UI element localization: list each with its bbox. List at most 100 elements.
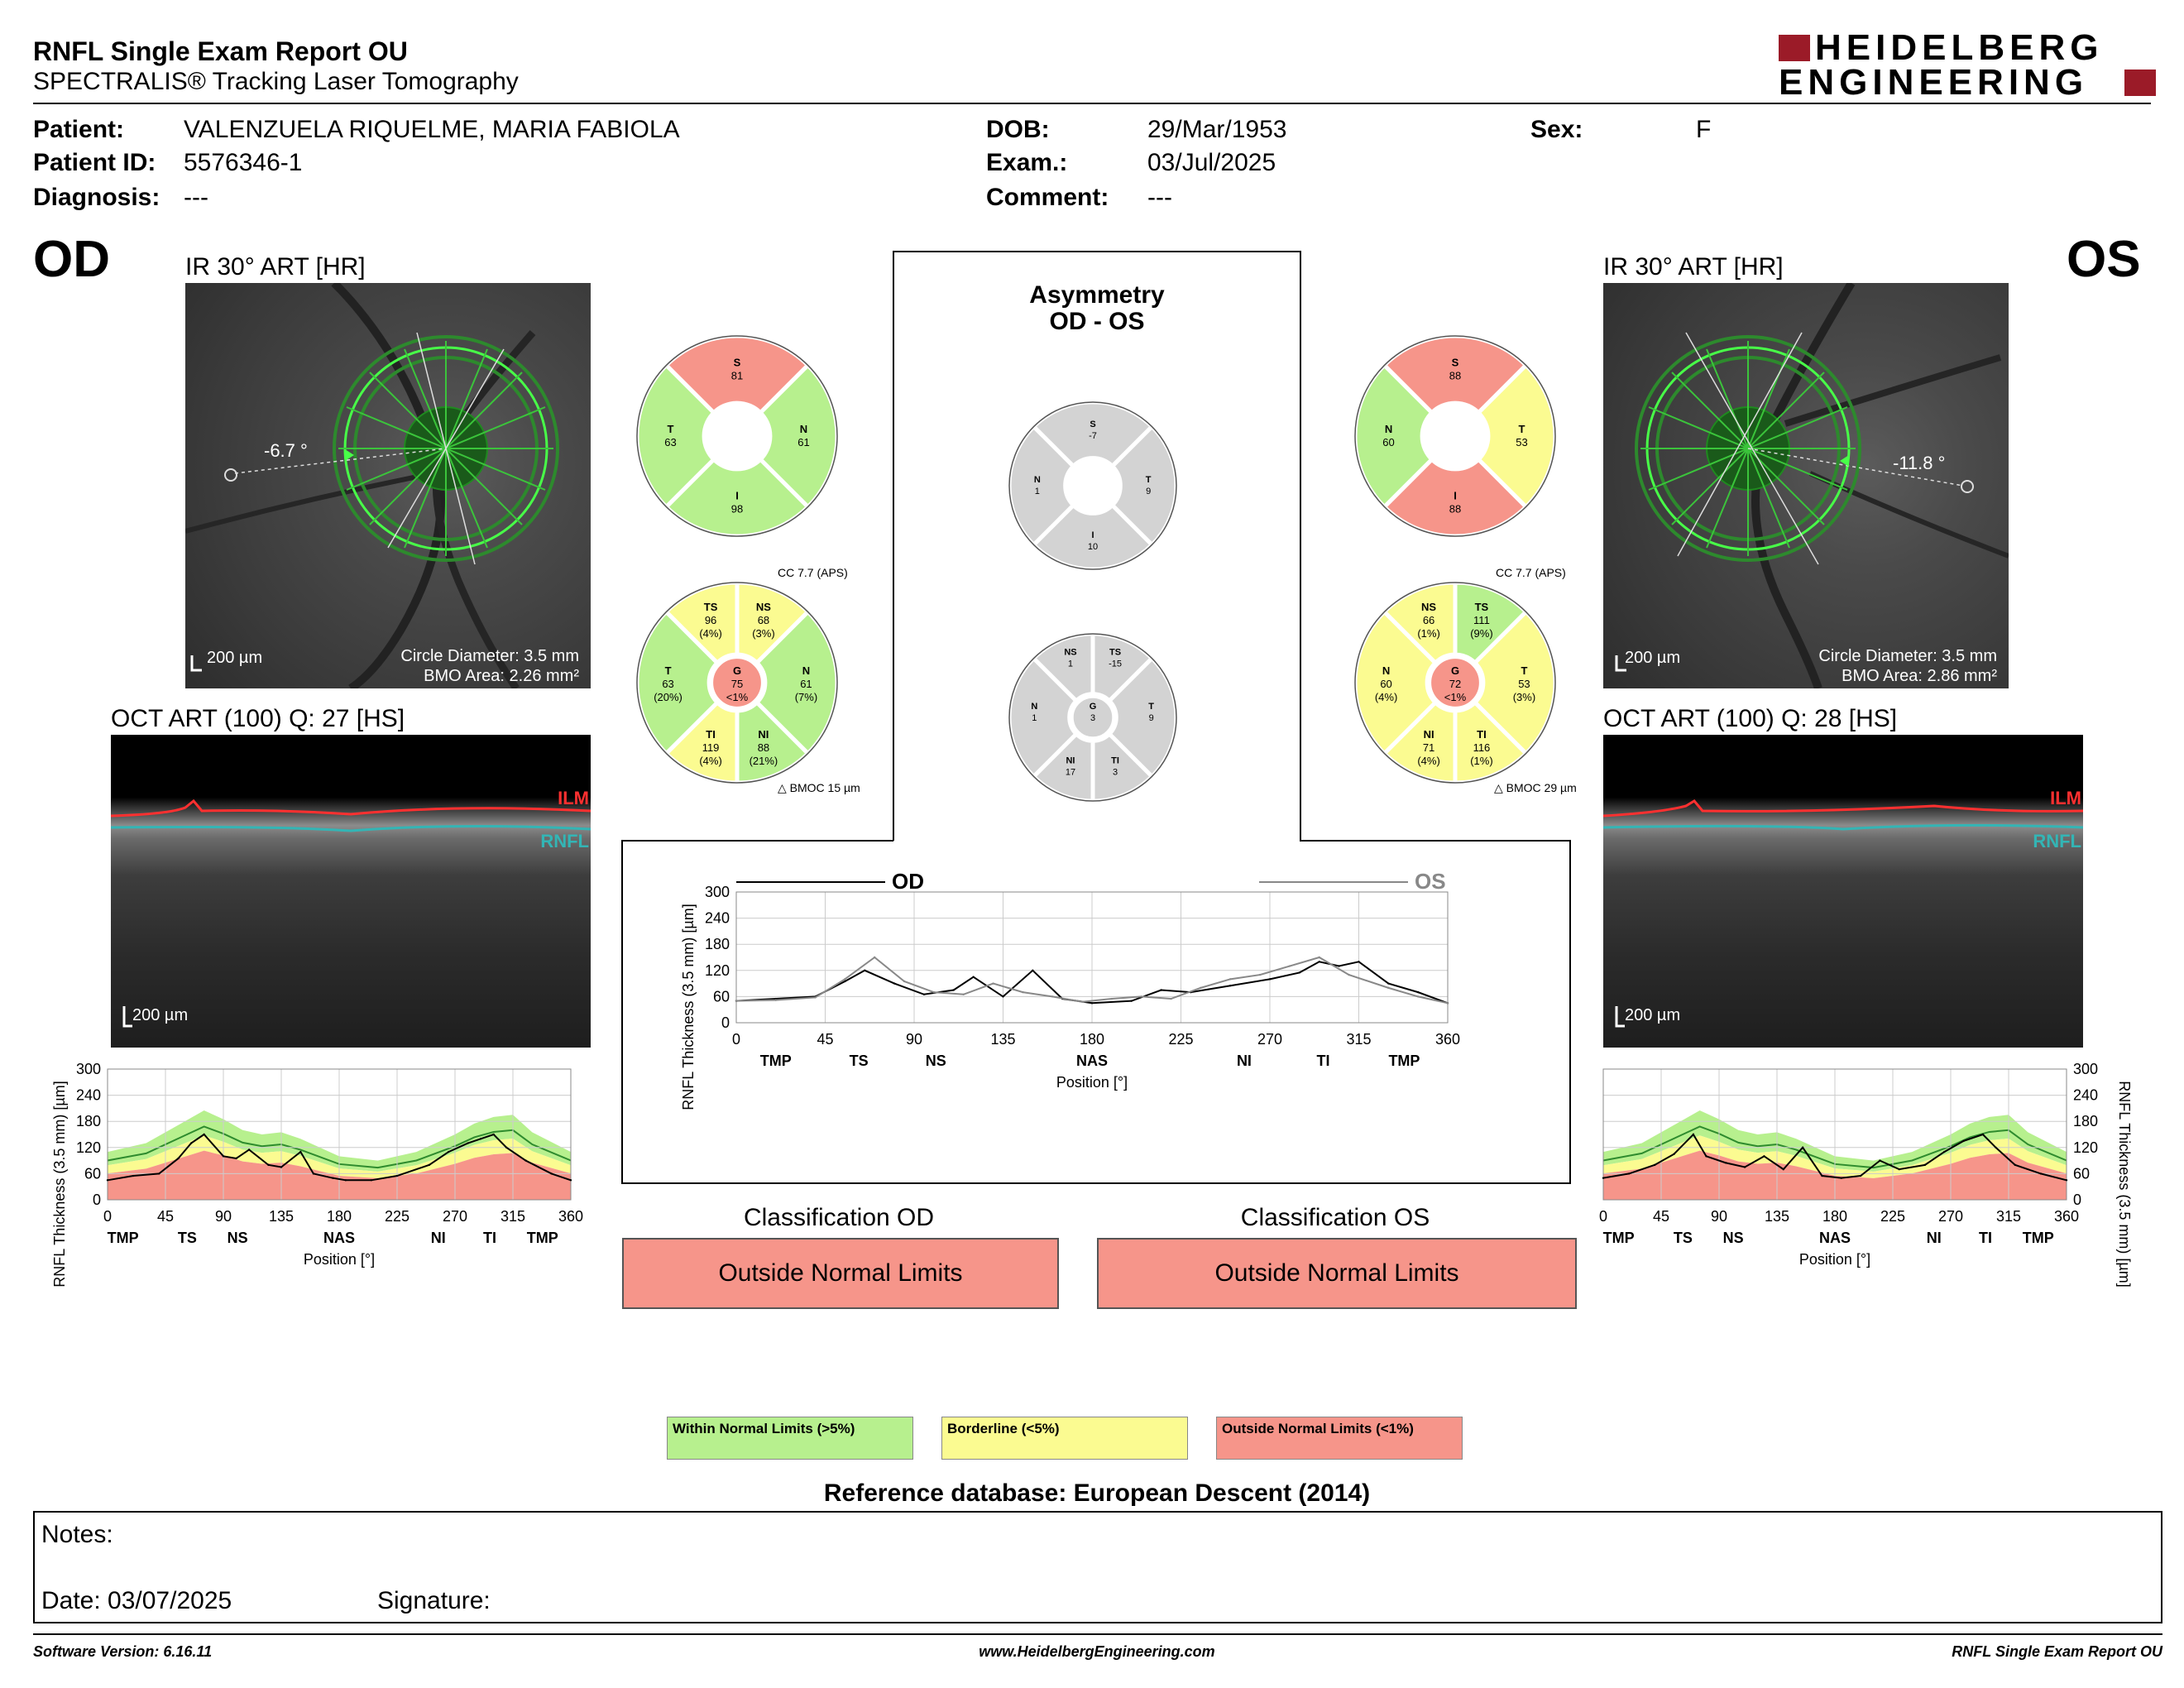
- x-tick-label-3: 135: [1765, 1208, 1789, 1225]
- sex-value: F: [1696, 116, 1712, 143]
- od-quad-label-s-0: S: [734, 357, 741, 369]
- od-sect-label-n-2: (7%): [795, 691, 817, 703]
- os-sect-label-t-0: T: [1521, 664, 1527, 677]
- os-sect-label-ns-1: 66: [1423, 614, 1434, 626]
- od-quad-label-t-0: T: [668, 423, 674, 435]
- os-sect-label-n-1: 60: [1380, 678, 1391, 690]
- od-ir-scale: 200 µm: [207, 649, 263, 667]
- series-point-os-23: [2065, 1179, 2068, 1182]
- y-tick-label-5: 300: [705, 884, 730, 900]
- patient-id: 5576346-1: [184, 149, 303, 176]
- series-point-od-20: [1338, 965, 1340, 967]
- od-sect-label-ns-2: (3%): [752, 627, 774, 640]
- asym-sect-label-ti-0: TI: [1111, 755, 1119, 765]
- y-tick-label-1: 60: [713, 988, 730, 1005]
- asym-sect-label-ns-0: NS: [1064, 648, 1076, 658]
- series-point-od-9: [1002, 995, 1004, 998]
- series-point-os-1: [1627, 1172, 1631, 1175]
- os-sect-label-global-1: 72: [1449, 678, 1461, 690]
- series-point-od-19: [1318, 961, 1320, 963]
- od-oct-title: OCT ART (100) Q: 27 [HS]: [111, 705, 405, 732]
- series-point-od-24: [550, 1172, 553, 1175]
- signature-label: Signature:: [377, 1587, 491, 1614]
- series-point-os-20: [1995, 1146, 1997, 1149]
- y-tick-label-5: 300: [76, 1061, 101, 1077]
- y-tick-label-4: 240: [2073, 1087, 2098, 1104]
- asym-quad-outline: [1008, 401, 1177, 570]
- plot-frame: [1602, 1068, 2067, 1201]
- os-sect-label-ts-1: 111: [1473, 614, 1490, 626]
- asym-quad-label-t-1: 9: [1146, 487, 1151, 496]
- sector-label-1: TS: [178, 1230, 197, 1246]
- od-oct-scale: 200 µm: [132, 1006, 189, 1024]
- od-classification-box: Outside Normal Limits: [622, 1238, 1059, 1309]
- series-point-os-15: [1200, 986, 1202, 990]
- diagnosis-label: Diagnosis:: [33, 184, 160, 211]
- x-tick-label-2: 90: [1711, 1208, 1727, 1225]
- series-point-od-22: [1387, 982, 1390, 985]
- asym-sect-label-ts-0: TS: [1109, 648, 1121, 658]
- od-sect-label-n-0: N: [802, 664, 810, 677]
- series-point-os-9: [1022, 990, 1024, 994]
- sector-label-4: NI: [1927, 1230, 1942, 1246]
- y-tick-label-2: 120: [2073, 1139, 2098, 1156]
- os-circle-diameter: Circle Diameter: 3.5 mm: [1818, 647, 1997, 665]
- asym-sect-outline: [1008, 633, 1177, 802]
- asym-quad-label-n-0: N: [1034, 475, 1041, 485]
- legend-od-label: OD: [892, 869, 924, 894]
- notes-box[interactable]: Notes: Date: 03/07/2025 Signature:: [33, 1511, 2162, 1623]
- os-sector-diagram: TS111(9%)T53(3%)TI116(1%)NI71(4%)N60(4%)…: [1353, 580, 1558, 785]
- series-point-os-16: [1229, 978, 1232, 981]
- os-thickness-chart: 0 45 90 135 180 225 270 315 360060120180240300TM…: [1599, 1061, 2133, 1288]
- asym-sect-label-ts-1: -15: [1109, 659, 1122, 669]
- series-point-os-11: [1080, 1000, 1084, 1003]
- series-point-os-3: [844, 978, 846, 981]
- series-point-od-7: [952, 989, 955, 991]
- os-fundus-image: -11.8 ° 200 µm Circle Diameter: 3.5 mm B…: [1603, 283, 2009, 688]
- os-sect-label-n-0: N: [1382, 664, 1390, 677]
- series-point-od-16: [395, 1174, 399, 1177]
- x-axis-label: Position [°]: [1056, 1074, 1128, 1091]
- od-sect-label-ns-0: NS: [756, 601, 771, 613]
- footer-website[interactable]: www.HeidelbergEngineering.com: [979, 1643, 1215, 1660]
- os-classification-title: Classification OS: [1240, 1204, 1430, 1231]
- y-tick-label-4: 240: [705, 910, 730, 927]
- sector-label-6: TMP: [2023, 1230, 2054, 1246]
- os-sect-label-ti-1: 116: [1473, 741, 1491, 754]
- asym-quad-label-t-0: T: [1146, 475, 1152, 485]
- sector-label-0: TMP: [760, 1053, 792, 1069]
- od-sect-label-global-2: <1%: [726, 691, 749, 703]
- x-tick-label-4: 180: [1822, 1208, 1847, 1225]
- series-point-od-17: [1268, 978, 1272, 981]
- series-point-od-8: [247, 1149, 251, 1151]
- od-sect-center-global: [710, 655, 764, 710]
- x-tick-label-7: 315: [500, 1208, 525, 1225]
- od-rnfl-label: RNFL: [540, 831, 589, 851]
- series-point-od-8: [972, 976, 975, 978]
- series-point-os-4: [874, 956, 876, 959]
- series-point-os-23: [1446, 1002, 1449, 1005]
- od-quad-label-s-1: 81: [731, 370, 743, 382]
- legend-outside-normal: Outside Normal Limits (<1%): [1216, 1417, 1463, 1460]
- x-tick-label-5: 225: [1168, 1031, 1193, 1048]
- sector-label-6: TMP: [527, 1230, 558, 1246]
- od-bmoc: △ BMOC 15 µm: [778, 781, 860, 794]
- y-axis-label: RNFL Thickness (3.5 mm) [µm]: [2116, 1081, 2133, 1287]
- plot-frame: [735, 891, 1449, 1024]
- legend-within-normal: Within Normal Limits (>5%): [667, 1417, 913, 1460]
- software-version: Software Version: 6.16.11: [33, 1643, 213, 1660]
- asym-quad-label-s-1: -7: [1089, 431, 1097, 441]
- os-sect-label-ns-0: NS: [1421, 601, 1436, 613]
- os-quad-label-i-1: 88: [1449, 502, 1461, 515]
- x-tick-label-5: 225: [385, 1208, 410, 1225]
- asym-sect-label-n-1: 1: [1032, 713, 1037, 723]
- y-axis-label: RNFL Thickness (3.5 mm) [µm]: [680, 904, 697, 1110]
- report-title: RNFL Single Exam Report OU: [33, 36, 408, 66]
- x-tick-label-2: 90: [215, 1208, 232, 1225]
- os-quad-label-s-0: S: [1452, 357, 1459, 369]
- series-point-os-6: [1724, 1162, 1727, 1164]
- series-point-od-10: [1032, 969, 1034, 971]
- dob-value: 29/Mar/1953: [1147, 116, 1287, 143]
- x-tick-label-0: 0: [103, 1208, 112, 1225]
